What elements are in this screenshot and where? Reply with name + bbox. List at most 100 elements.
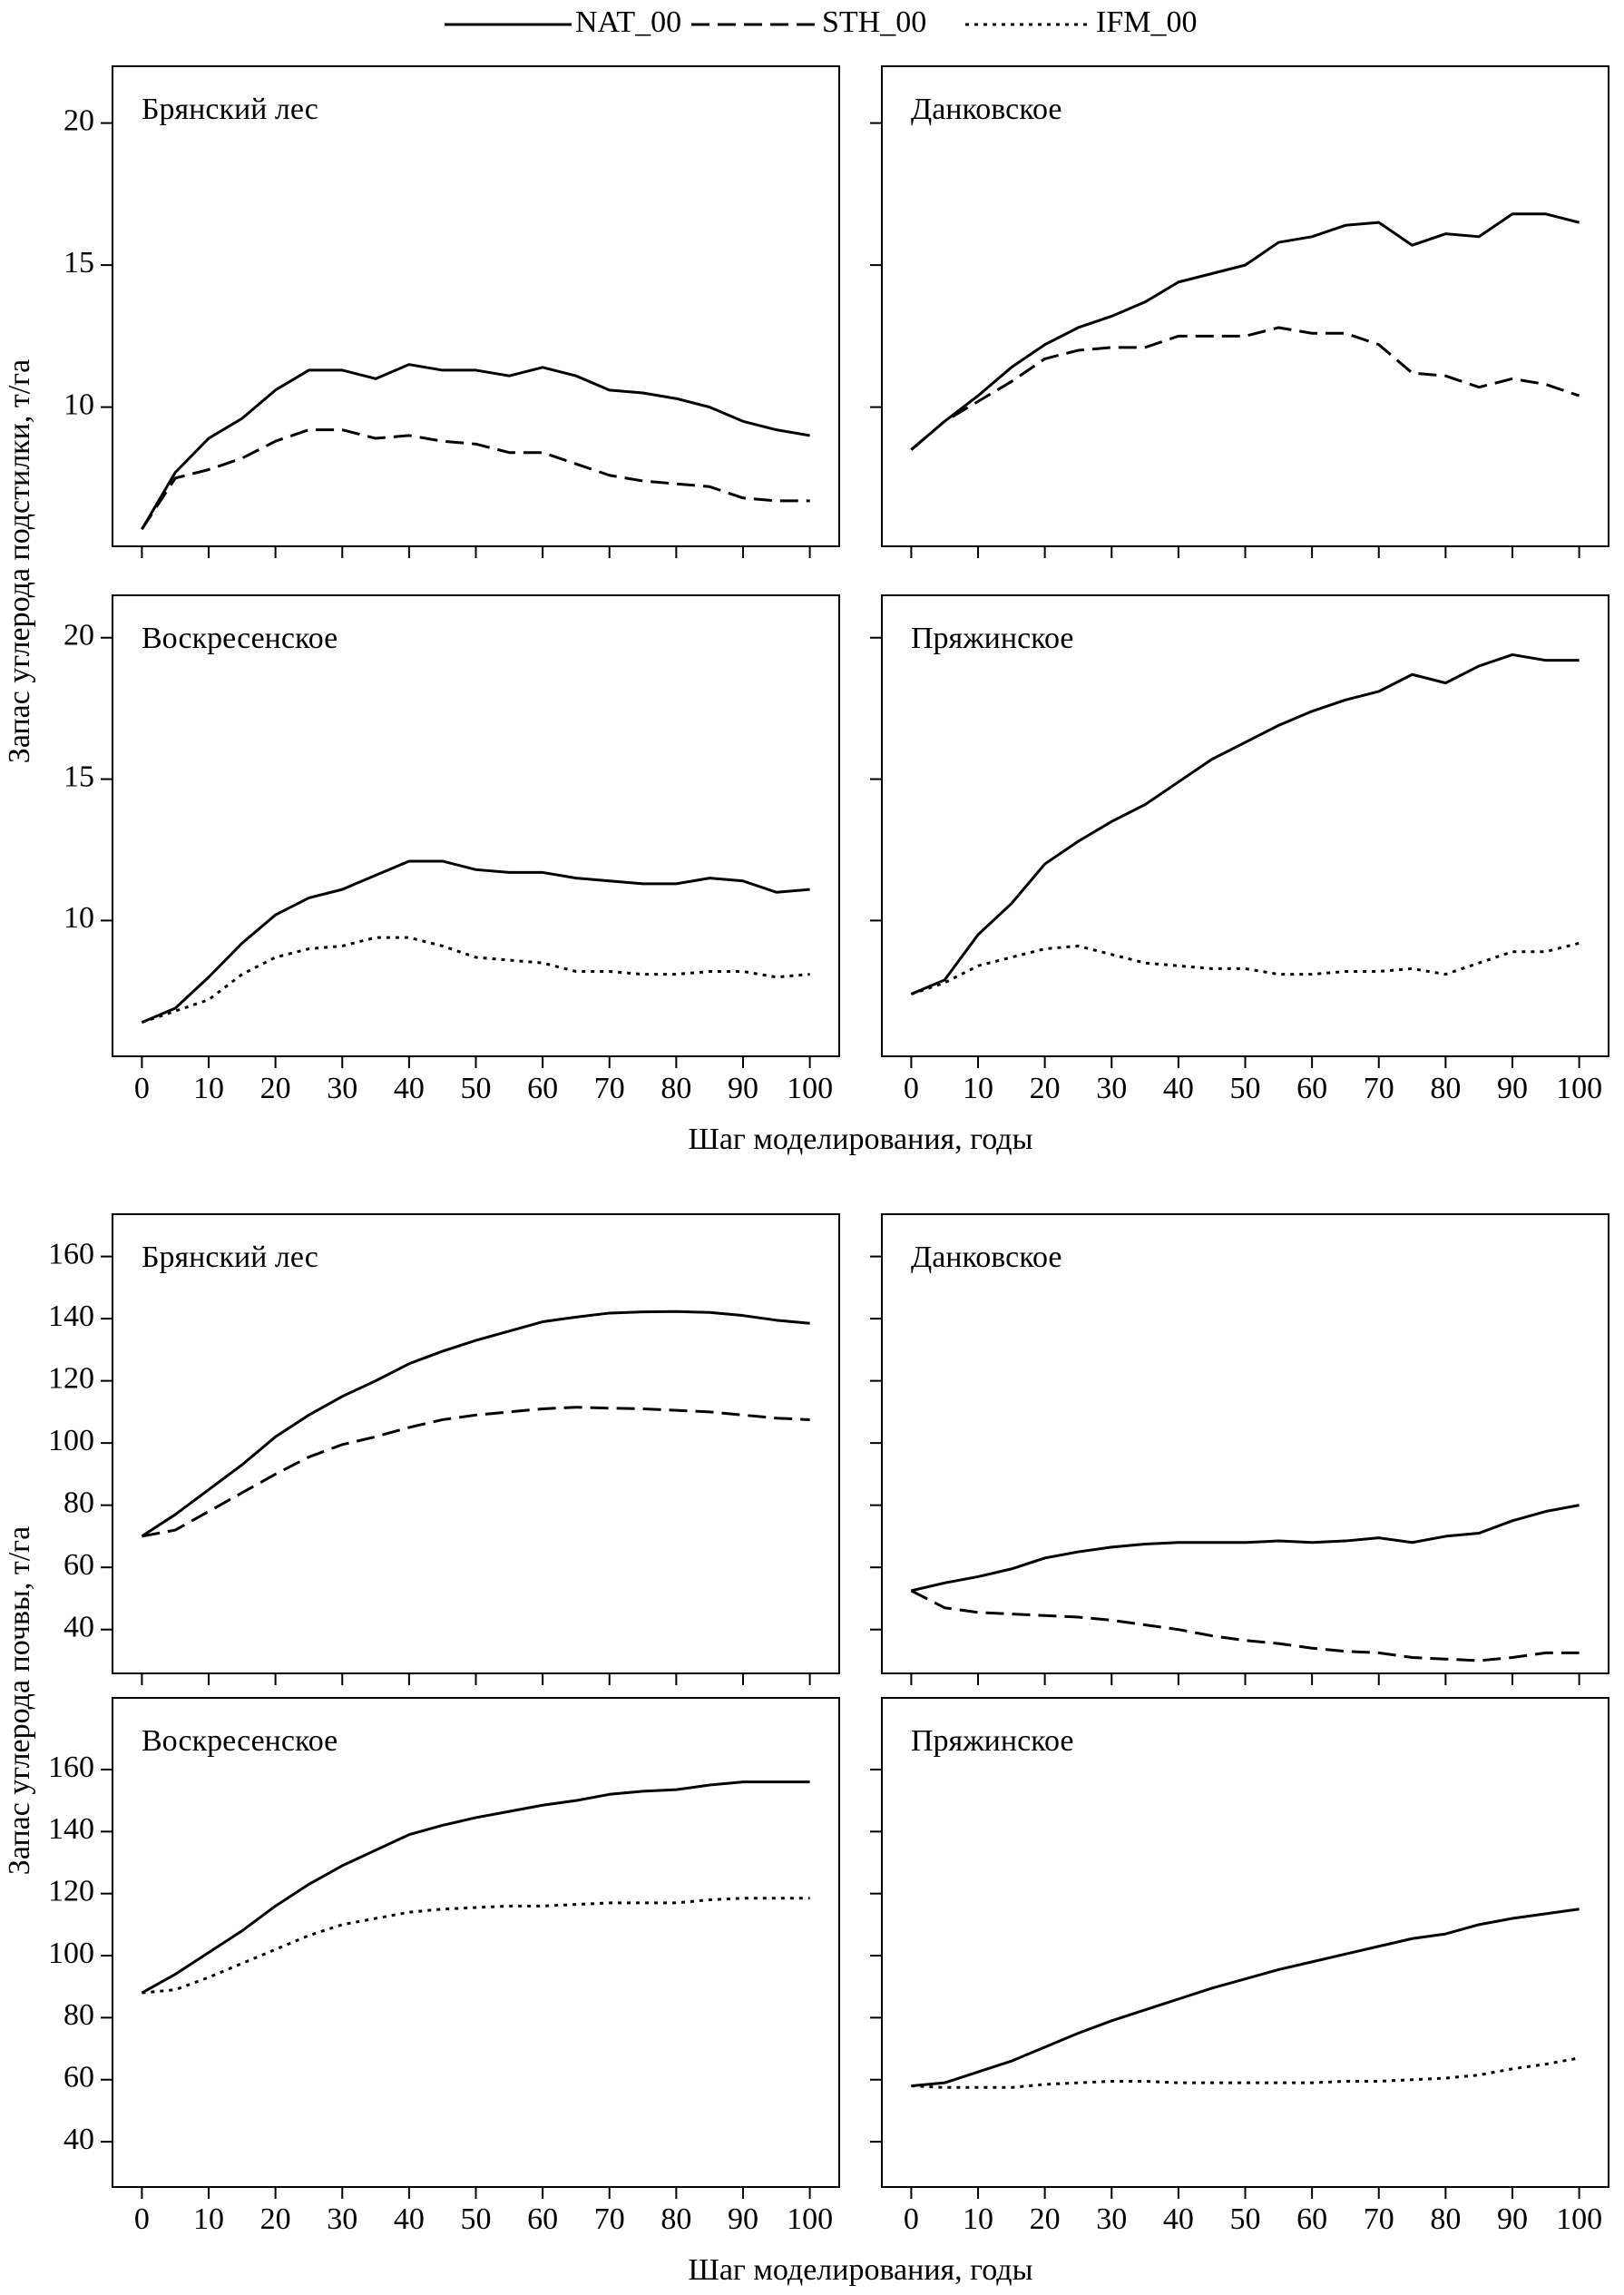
y-tick-label: 160 (48, 1751, 94, 1784)
data-line (910, 652, 1580, 995)
panel: Брянский лес 40 60 80 100 120 140 160 (48, 1213, 840, 1685)
y-tick-label: 120 (48, 1361, 94, 1395)
data-line (141, 936, 810, 1025)
x-tick-label: 50 (1230, 1072, 1261, 1105)
x-tick-label: 0 (904, 1072, 919, 1105)
panel-title: Брянский лес (142, 93, 318, 126)
x-tick-label: 30 (327, 1072, 357, 1105)
legend-label: NAT_00 (575, 5, 681, 39)
y-tick-label: 60 (64, 2061, 94, 2094)
y-tick-label: 100 (48, 1424, 94, 1457)
data-line (141, 363, 810, 530)
x-tick-label: 70 (594, 1072, 625, 1105)
y-tick-label: 140 (48, 1300, 94, 1333)
x-tick-label: 10 (963, 2202, 993, 2236)
legend-label: IFM_00 (1096, 5, 1197, 39)
plot-frame (881, 1697, 1609, 2188)
panel-title: Воскресенское (142, 1724, 338, 1758)
panel: Брянский лес 10 15 20 (64, 65, 840, 558)
panel: Данковское (870, 1213, 1609, 1685)
legend-label: STH_00 (822, 5, 926, 39)
y-tick-label: 15 (64, 760, 94, 793)
x-tick-label: 20 (1030, 1072, 1061, 1105)
x-tick-label: 80 (1430, 1072, 1461, 1105)
plot-frame (881, 594, 1609, 1057)
data-line (142, 1897, 810, 1995)
panel-title: Пряжинское (911, 622, 1073, 655)
data-line (910, 326, 1580, 451)
data-line (142, 1406, 810, 1538)
y-tick-label: 80 (64, 1998, 94, 2032)
data-line (911, 2056, 1580, 2089)
x-tick-label: 70 (1364, 1072, 1394, 1105)
data-line (141, 1309, 810, 1538)
x-tick-label: 50 (1230, 2202, 1261, 2236)
panel: Данковское (870, 65, 1609, 558)
x-tick-label: 80 (660, 2202, 691, 2236)
panel-title: Данковское (911, 1241, 1062, 1274)
x-tick-label: 60 (527, 2202, 558, 2236)
x-tick-label: 100 (787, 2202, 833, 2236)
plot-frame (112, 65, 840, 547)
x-tick-label: 0 (904, 2202, 919, 2236)
x-tick-label: 50 (461, 2202, 492, 2236)
x-tick-label: 90 (728, 1072, 758, 1105)
data-line (911, 1908, 1580, 2088)
plot-frame (112, 1697, 840, 2188)
x-tick-label: 100 (1556, 1072, 1602, 1105)
plot-frame (881, 65, 1609, 547)
x-tick-label: 90 (728, 2202, 758, 2236)
y-axis-label: Запас углерода подстилки, т/га (3, 359, 36, 763)
y-tick-label: 15 (64, 246, 94, 280)
x-tick-label: 40 (394, 1072, 425, 1105)
x-axis-label: Шаг моделирования, годы (689, 2253, 1033, 2287)
panel-title: Брянский лес (142, 1241, 318, 1274)
y-tick-label: 20 (64, 103, 94, 137)
x-tick-label: 60 (527, 1072, 558, 1105)
data-line (141, 859, 810, 1024)
plot-frame (881, 1213, 1609, 1674)
x-tick-label: 100 (1556, 2202, 1602, 2236)
y-tick-label: 60 (64, 1548, 94, 1582)
y-tick-label: 100 (48, 1937, 94, 1970)
y-tick-label: 40 (64, 2123, 94, 2156)
panel: Пряжинское 0 10 20 30 40 50 60 70 80 90 100 (870, 1697, 1609, 2236)
x-tick-label: 50 (461, 1072, 492, 1105)
x-tick-label: 20 (260, 1072, 291, 1105)
x-tick-label: 70 (594, 2202, 625, 2236)
y-tick-label: 160 (48, 1237, 94, 1270)
plot-frame (112, 594, 840, 1057)
x-tick-label: 0 (134, 1072, 150, 1105)
panel: Воскресенское 0 10 20 30 40 50 60 70 80 90 100 40 60 8… (48, 1697, 840, 2236)
x-tick-label: 80 (660, 1072, 691, 1105)
x-tick-label: 90 (1497, 1072, 1528, 1105)
x-tick-label: 70 (1364, 2202, 1394, 2236)
y-tick-label: 80 (64, 1486, 94, 1519)
x-tick-label: 10 (963, 1072, 993, 1105)
x-tick-label: 20 (260, 2202, 291, 2236)
y-axis-label: Запас углерода почвы, т/га (3, 1526, 36, 1875)
y-tick-label: 120 (48, 1874, 94, 1908)
x-tick-label: 40 (1163, 2202, 1194, 2236)
y-tick-label: 10 (64, 387, 94, 421)
x-tick-label: 60 (1296, 2202, 1327, 2236)
panel-title: Пряжинское (911, 1724, 1073, 1758)
panel: Воскресенское 0 10 20 30 40 50 60 70 80 90 100 10 15 2… (64, 594, 840, 1105)
data-line (141, 1780, 810, 1995)
x-tick-label: 40 (1163, 1072, 1194, 1105)
x-tick-label: 0 (134, 2202, 150, 2236)
y-tick-label: 10 (64, 901, 94, 935)
data-line (141, 428, 810, 531)
x-tick-label: 30 (1096, 1072, 1127, 1105)
x-tick-label: 90 (1497, 2202, 1528, 2236)
plot-frame (112, 1213, 840, 1674)
y-tick-label: 20 (64, 619, 94, 652)
panel-title: Данковское (911, 93, 1062, 126)
x-tick-label: 10 (193, 2202, 224, 2236)
x-tick-label: 30 (327, 2202, 357, 2236)
y-tick-label: 40 (64, 1610, 94, 1643)
x-tick-label: 60 (1296, 1072, 1327, 1105)
data-line (910, 212, 1580, 451)
x-tick-label: 20 (1030, 2202, 1061, 2236)
